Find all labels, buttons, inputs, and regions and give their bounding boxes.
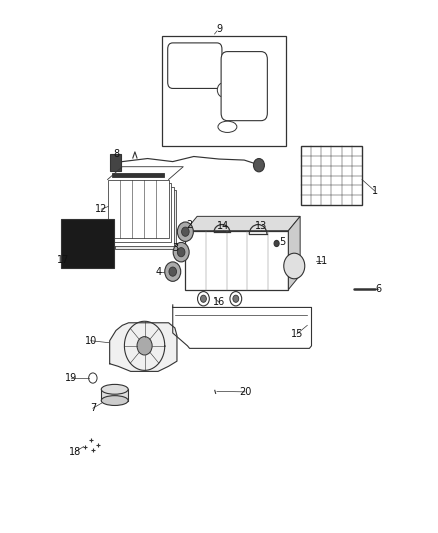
Circle shape (169, 267, 177, 276)
Text: 15: 15 (290, 329, 303, 339)
Bar (185, 231, 288, 289)
Bar (108, 180, 169, 238)
Circle shape (177, 222, 193, 241)
Text: 13: 13 (255, 221, 267, 231)
Text: 19: 19 (65, 373, 77, 383)
Bar (110, 155, 121, 171)
Text: 8: 8 (113, 149, 119, 159)
Circle shape (137, 337, 152, 355)
Circle shape (198, 292, 209, 306)
FancyBboxPatch shape (168, 43, 222, 88)
Ellipse shape (101, 384, 128, 394)
Circle shape (284, 253, 305, 279)
Circle shape (177, 247, 185, 257)
Text: 4: 4 (156, 266, 162, 277)
Circle shape (165, 262, 181, 281)
Text: 5: 5 (279, 237, 285, 247)
Polygon shape (185, 216, 300, 231)
Circle shape (182, 227, 189, 236)
Text: 1: 1 (371, 186, 378, 196)
Text: 10: 10 (85, 336, 97, 346)
Text: 9: 9 (216, 23, 222, 34)
Bar (115, 190, 176, 249)
Text: 2: 2 (187, 220, 193, 230)
Text: 11: 11 (316, 256, 328, 266)
Text: 20: 20 (239, 387, 251, 397)
Text: 17: 17 (57, 255, 70, 265)
Ellipse shape (218, 121, 237, 132)
Bar (61, 220, 114, 268)
Circle shape (274, 240, 279, 247)
Polygon shape (288, 216, 300, 289)
Text: 14: 14 (217, 221, 230, 231)
Circle shape (233, 295, 239, 302)
Bar (112, 173, 164, 177)
Polygon shape (110, 323, 177, 372)
Circle shape (173, 243, 189, 262)
Text: 6: 6 (375, 284, 381, 294)
Circle shape (230, 292, 242, 306)
Text: 18: 18 (69, 447, 81, 457)
Bar (110, 183, 171, 242)
Ellipse shape (101, 395, 128, 406)
Circle shape (254, 158, 265, 172)
Text: 7: 7 (90, 403, 96, 413)
FancyBboxPatch shape (221, 52, 267, 120)
Bar (162, 36, 286, 146)
Bar (301, 146, 362, 205)
Bar (101, 389, 128, 401)
Text: 3: 3 (173, 243, 179, 253)
Text: 12: 12 (95, 204, 107, 214)
Circle shape (201, 295, 206, 302)
Circle shape (217, 83, 229, 97)
Text: 16: 16 (213, 297, 225, 308)
Circle shape (230, 83, 242, 97)
Bar (113, 187, 173, 246)
